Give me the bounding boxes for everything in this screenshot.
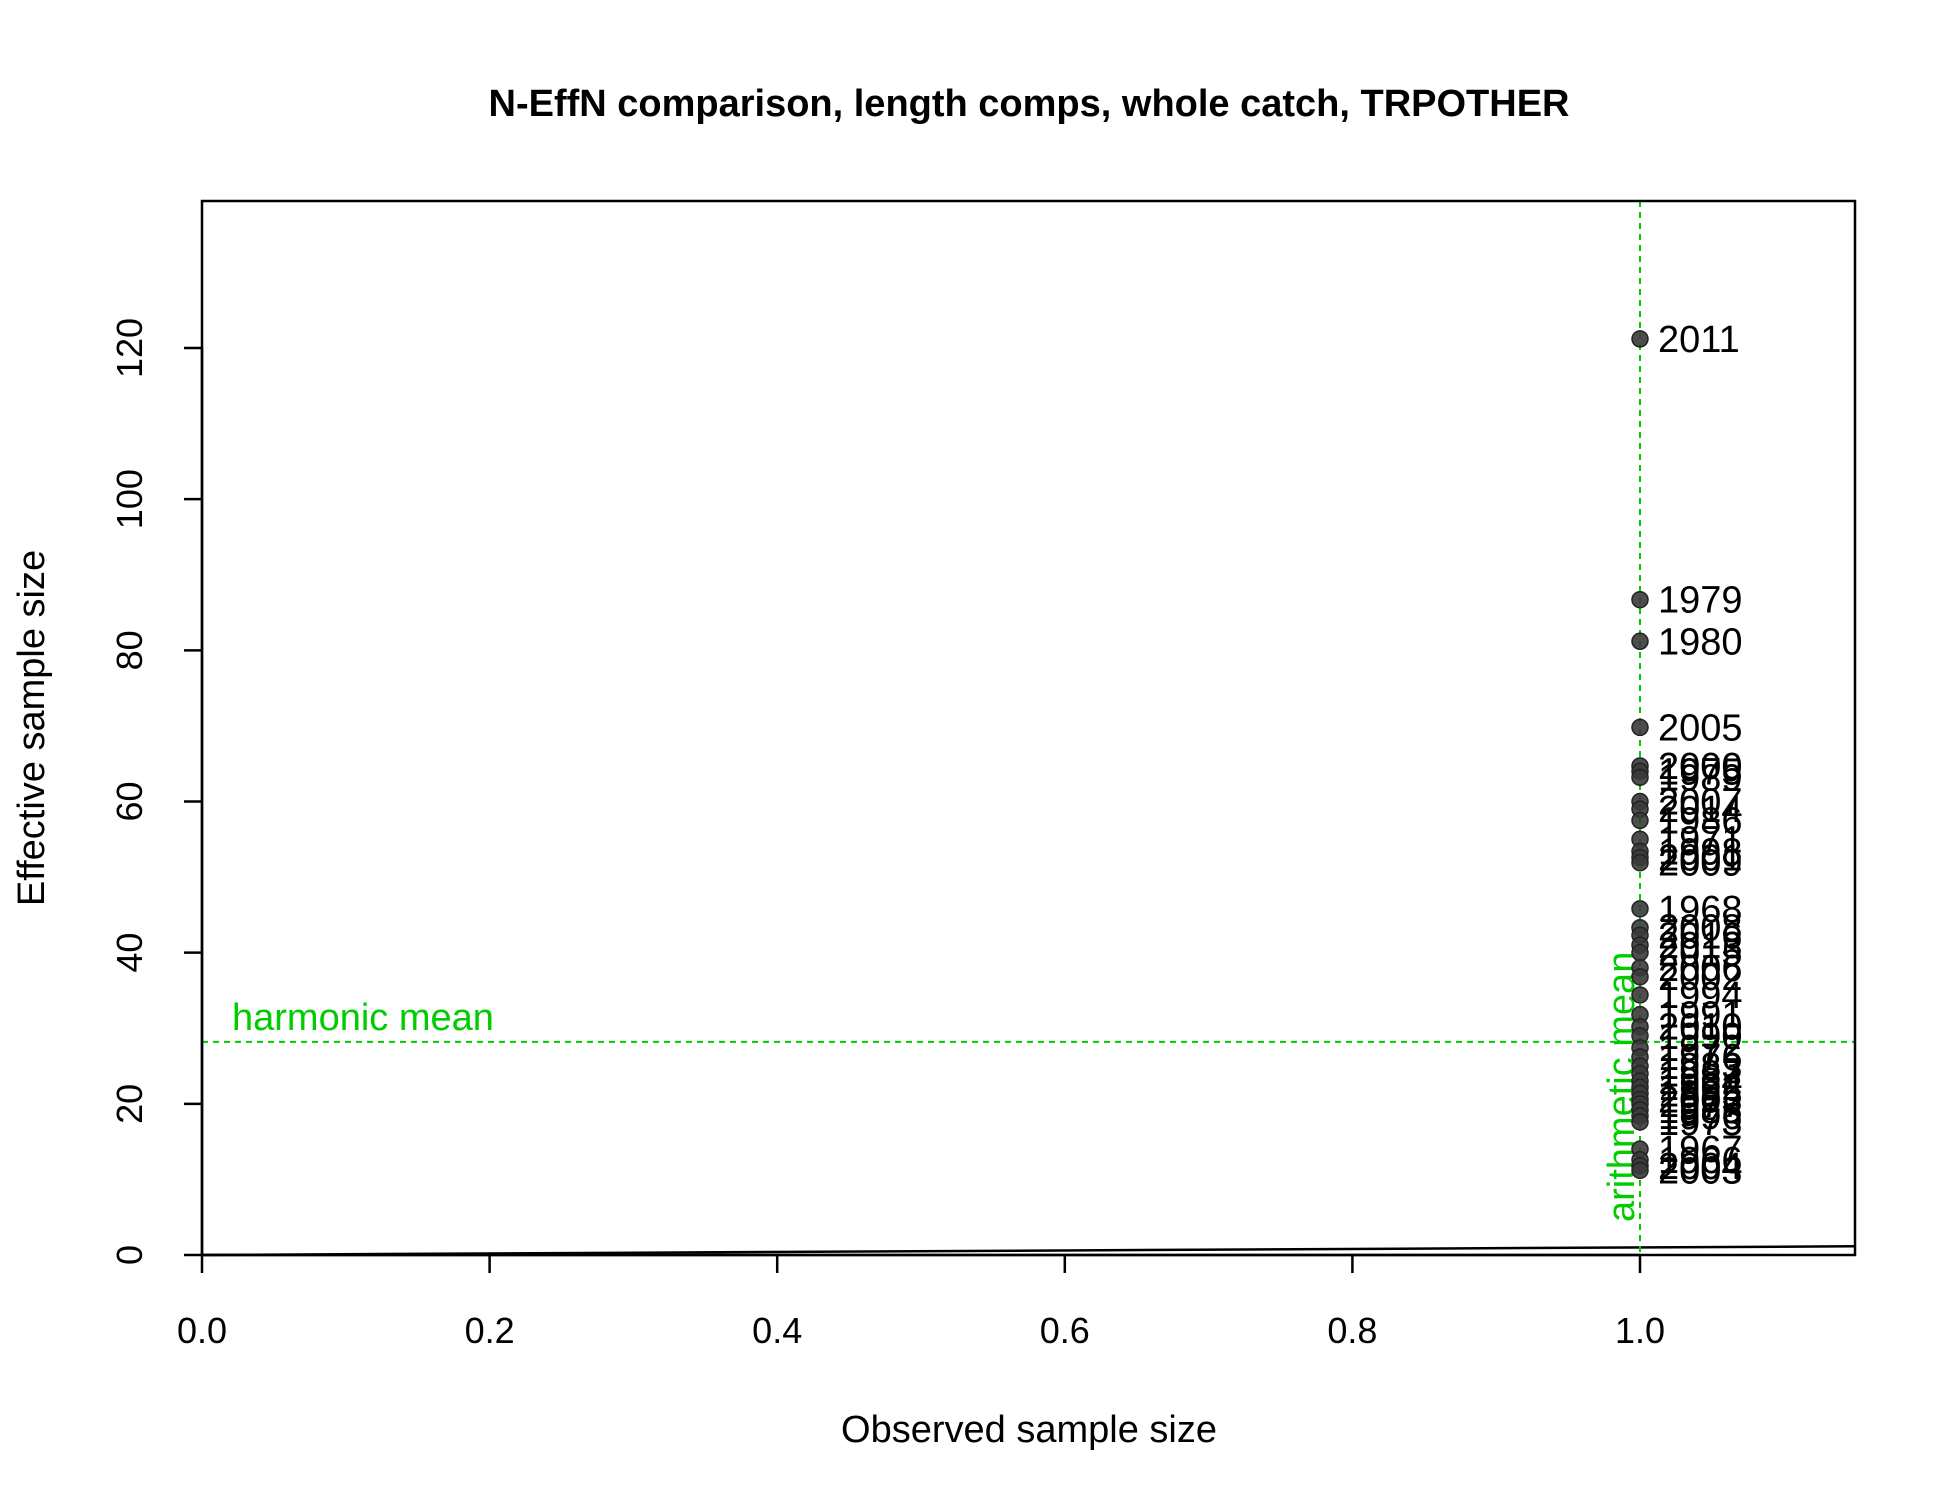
x-tick-label: 0.6 bbox=[1040, 1310, 1090, 1351]
data-point-label: 1971 bbox=[1658, 819, 1743, 861]
data-point bbox=[1631, 632, 1649, 651]
x-axis-label: Observed sample size bbox=[841, 1409, 1217, 1451]
data-point-label: 1967 bbox=[1658, 1129, 1743, 1171]
data-point bbox=[1631, 590, 1649, 609]
data-point-label: 1966 bbox=[1658, 1140, 1743, 1182]
data-point-label: 2003 bbox=[1658, 1150, 1743, 1192]
data-point bbox=[1631, 768, 1649, 787]
data-point-label: 2016 bbox=[1658, 915, 1743, 957]
axes-layer: 0.0 0.2 0.4 0.6 0.8 1.0 0 20 40 60 80 100 120 bbox=[109, 318, 1665, 1351]
data-point-label: 2008 bbox=[1658, 908, 1743, 950]
data-point bbox=[1631, 1161, 1649, 1180]
y-tick-label: 20 bbox=[109, 1084, 150, 1124]
y-axis-label: Effective sample size bbox=[11, 550, 53, 906]
data-point-label: 1976 bbox=[1658, 1037, 1743, 1079]
data-point-label: 1980 bbox=[1658, 621, 1743, 663]
y-tick-label: 0 bbox=[109, 1245, 150, 1265]
data-point-label: 1994 bbox=[1658, 975, 1743, 1017]
one-to-one-line bbox=[201, 1245, 1856, 1257]
data-point bbox=[1631, 968, 1649, 986]
data-point bbox=[1631, 330, 1649, 348]
plot-layer: harmonic mean arithmetic mean201119791980… bbox=[201, 201, 1856, 1257]
data-point bbox=[1631, 943, 1649, 962]
data-point-label: 1989 bbox=[1658, 757, 1743, 799]
data-point-label: 1984 bbox=[1658, 1061, 1743, 1103]
data-point bbox=[1631, 900, 1649, 918]
y-tick-label: 80 bbox=[109, 630, 150, 670]
data-point-label: 1983 bbox=[1658, 1046, 1743, 1088]
data-point bbox=[1631, 986, 1649, 1004]
data-point-label: 1968 bbox=[1658, 889, 1743, 931]
data-point bbox=[1631, 853, 1649, 872]
data-point-label: 2011 bbox=[1658, 319, 1740, 361]
y-tick-label: 100 bbox=[109, 469, 150, 529]
data-point-label: 1996 bbox=[1658, 1096, 1743, 1138]
data-point-label: 2005 bbox=[1658, 707, 1743, 749]
data-point-label: 2002 bbox=[1658, 957, 1743, 999]
data-point-label: 2001 bbox=[1658, 837, 1743, 879]
data-point-label: 1990 bbox=[1658, 1016, 1743, 1058]
data-point-label: 2015 bbox=[1658, 933, 1743, 975]
data-point-label: 1972 bbox=[1658, 1028, 1743, 1070]
data-point-label: 2009 bbox=[1658, 843, 1743, 885]
data-point bbox=[1631, 1113, 1649, 1131]
data-point bbox=[1631, 718, 1649, 737]
harmonic-mean-label: harmonic mean bbox=[232, 997, 494, 1039]
x-tick-label: 0.4 bbox=[752, 1310, 802, 1351]
data-point-label: 1979 bbox=[1658, 580, 1743, 622]
y-tick-label: 60 bbox=[109, 781, 150, 821]
data-point-label: 1986 bbox=[1658, 800, 1743, 842]
data-point-label: 2007 bbox=[1658, 782, 1743, 824]
data-point-label: 1977 bbox=[1658, 1084, 1743, 1126]
data-point-label: 2014 bbox=[1658, 789, 1743, 831]
y-tick-label: 120 bbox=[109, 318, 150, 378]
data-point-label: 2013 bbox=[1658, 925, 1743, 967]
x-tick-label: 0.0 bbox=[177, 1310, 227, 1351]
y-tick-label: 40 bbox=[109, 933, 150, 973]
data-point-label: 1998 bbox=[1658, 831, 1743, 873]
data-point-label: 2004 bbox=[1658, 1146, 1743, 1188]
data-point-label: 2000 bbox=[1658, 746, 1743, 788]
x-tick-label: 1.0 bbox=[1615, 1310, 1665, 1351]
data-point bbox=[1631, 811, 1649, 830]
data-point-label: 1973 bbox=[1658, 1102, 1743, 1144]
x-tick-label: 0.2 bbox=[465, 1310, 515, 1351]
data-point-label: 1991 bbox=[1658, 995, 1743, 1037]
x-tick-label: 0.8 bbox=[1327, 1310, 1377, 1351]
data-point-label: 1992 bbox=[1658, 1067, 1743, 1109]
data-point-label: 1985 bbox=[1658, 1090, 1743, 1132]
data-point-label: 1975 bbox=[1658, 751, 1743, 793]
data-point-label: 2003 bbox=[1658, 1079, 1743, 1121]
data-point-label: 1987 bbox=[1658, 1054, 1743, 1096]
data-point-label: 2006 bbox=[1658, 948, 1743, 990]
data-point-label: 2010 bbox=[1658, 1007, 1743, 1049]
data-point-label: 1995 bbox=[1658, 1073, 1743, 1115]
chart-title: N-EffN comparison, length comps, whole c… bbox=[489, 83, 1570, 125]
